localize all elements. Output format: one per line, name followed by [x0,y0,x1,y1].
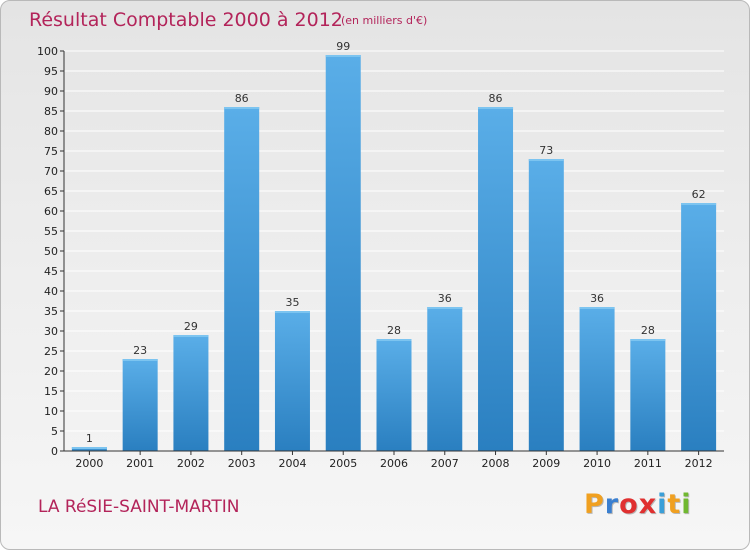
x-tick-label: 2005 [329,457,357,470]
bar-2010 [579,307,615,451]
x-tick-label: 2007 [431,457,459,470]
location-name: LA RéSIE-SAINT-MARTIN [38,497,240,517]
bar-value-label: 35 [285,296,299,309]
bar-top-highlight [528,159,564,161]
logo-letter: P [584,489,605,520]
x-tick-label: 2011 [634,457,662,470]
bar-value-label: 36 [438,292,452,305]
x-tick-label: 2008 [482,457,510,470]
bar-top-highlight [376,339,412,341]
bar-top-highlight [681,203,717,205]
x-tick-label: 2003 [228,457,256,470]
bar-top-highlight [173,335,209,337]
x-tick-label: 2006 [380,457,408,470]
bar-2001 [122,359,158,451]
y-tick-label: 100 [37,45,58,58]
logo-letter: t [667,489,682,520]
y-tick-label: 60 [44,205,58,218]
chart-title: Résultat Comptable 2000 à 2012 [29,9,343,31]
logo-letter: x [638,489,658,520]
bar-2007 [427,307,463,451]
bar-top-highlight [122,359,158,361]
bar-value-label: 86 [235,92,249,105]
logo-letter: i [657,489,668,520]
y-tick-label: 80 [44,125,58,138]
proxiti-logo: Proxiti [584,489,692,520]
y-tick-label: 90 [44,85,58,98]
logo-letter: o [619,489,639,520]
y-tick-label: 25 [44,345,58,358]
y-tick-label: 95 [44,65,58,78]
bar-2012 [681,203,717,451]
bar-2004 [274,311,310,451]
bar-value-label: 23 [133,344,147,357]
y-tick-label: 15 [44,385,58,398]
y-tick-label: 30 [44,325,58,338]
y-tick-label: 5 [51,425,58,438]
x-tick-label: 2004 [278,457,306,470]
x-tick-label: 2012 [685,457,713,470]
bar-value-label: 28 [387,324,401,337]
bar-top-highlight [478,107,514,109]
bar-value-label: 73 [539,144,553,157]
bar-value-label: 36 [590,292,604,305]
x-tick-label: 2010 [583,457,611,470]
y-tick-label: 55 [44,225,58,238]
chart-subtitle: (en milliers d'€) [341,14,428,27]
bar-value-label: 62 [692,188,706,201]
logo-letter: r [604,489,620,520]
x-tick-label: 2002 [177,457,205,470]
y-tick-label: 50 [44,245,58,258]
bar-2009 [528,159,564,451]
bar-layer: 1 23 29 86 35 99 28 36 86 73 36 28 62 [71,40,717,451]
y-tick-label: 40 [44,285,58,298]
bar-2011 [630,339,666,451]
bar-top-highlight [630,339,666,341]
y-tick-label: 75 [44,145,58,158]
y-tick-label: 85 [44,105,58,118]
axis-layer: 0 5 10 15 20 25 30 35 40 45 50 55 60 65 70 75 80 85 90 95 10… [37,45,724,470]
bar-top-highlight [325,55,361,57]
logo-letter: i [681,489,692,520]
bar-2005 [325,55,361,451]
x-tick-label: 2001 [126,457,154,470]
bar-value-label: 86 [489,92,503,105]
bar-top-highlight [579,307,615,309]
y-tick-label: 35 [44,305,58,318]
bar-2006 [376,339,412,451]
bar-2003 [224,107,260,451]
bar-value-label: 28 [641,324,655,337]
bar-top-highlight [71,447,107,449]
bar-value-label: 29 [184,320,198,333]
y-tick-label: 0 [51,445,58,458]
x-tick-label: 2009 [532,457,560,470]
bar-top-highlight [224,107,260,109]
x-tick-label: 2000 [75,457,103,470]
y-tick-label: 65 [44,185,58,198]
bar-2002 [173,335,209,451]
bar-value-label: 99 [336,40,350,53]
y-tick-label: 20 [44,365,58,378]
bar-2008 [478,107,514,451]
y-tick-label: 10 [44,405,58,418]
y-tick-label: 45 [44,265,58,278]
bar-value-label: 1 [86,432,93,445]
bar-top-highlight [274,311,310,313]
bar-top-highlight [427,307,463,309]
y-tick-label: 70 [44,165,58,178]
